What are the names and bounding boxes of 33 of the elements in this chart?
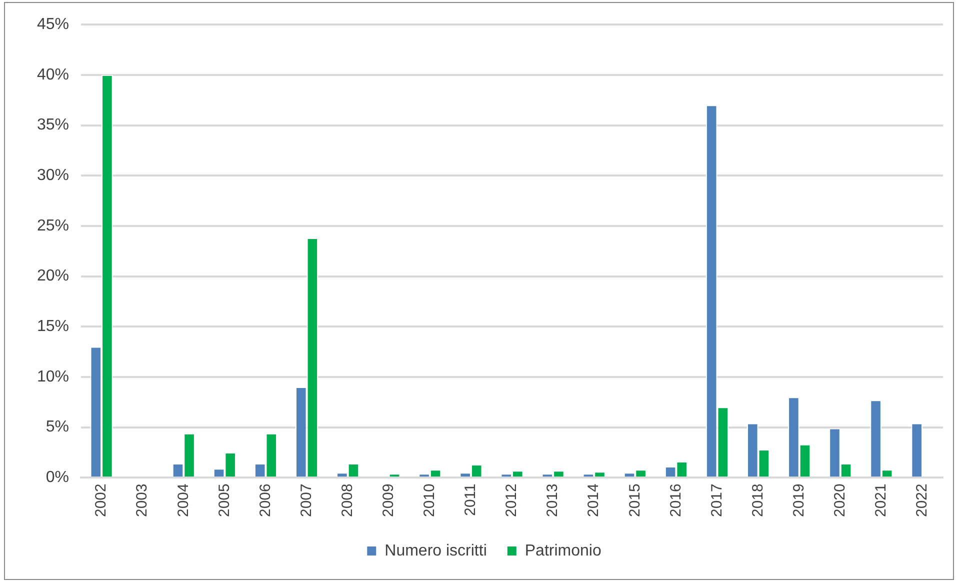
- y-tick-label: 40%: [36, 66, 70, 84]
- x-tick-label: 2017: [708, 484, 726, 518]
- x-tick-label: 2009: [380, 484, 398, 518]
- y-tick-label: 15%: [36, 318, 70, 336]
- x-tick-label: 2018: [749, 484, 766, 518]
- x-tick-label: 2013: [544, 484, 562, 518]
- x-tick-label: 2004: [174, 484, 192, 518]
- y-tick-label: 20%: [36, 268, 70, 285]
- x-tick-label: 2006: [256, 484, 274, 518]
- x-tick-label: 2016: [667, 484, 684, 518]
- x-tick-label: 2019: [790, 484, 808, 518]
- x-tick-label: 2008: [338, 484, 356, 518]
- x-tick-label: 2002: [92, 484, 110, 518]
- x-tick-label: 2010: [421, 484, 438, 518]
- y-tick-label: 35%: [36, 116, 70, 134]
- x-tick-label: 2021: [872, 484, 890, 518]
- y-tick-label: 5%: [46, 418, 70, 436]
- y-tick-label: 25%: [36, 217, 70, 234]
- x-tick-label: 2014: [585, 484, 602, 518]
- x-tick-label: 2011: [462, 484, 480, 516]
- y-tick-label: 30%: [36, 167, 70, 184]
- x-tick-label: 2020: [832, 484, 849, 518]
- x-tick-label: 2003: [134, 484, 151, 518]
- legend-label: Patrimonio: [524, 542, 602, 560]
- x-tick-label: 2015: [626, 484, 644, 518]
- y-tick-label: 0%: [46, 469, 70, 486]
- x-tick-label: 2005: [216, 484, 233, 518]
- y-tick-label: 10%: [36, 368, 70, 386]
- x-tick-label: 2007: [298, 484, 315, 518]
- y-tick-label: 45%: [36, 16, 70, 34]
- legend-label: Numero iscritti: [384, 542, 487, 560]
- x-tick-label: 2022: [914, 484, 931, 518]
- x-tick-label: 2012: [503, 484, 520, 518]
